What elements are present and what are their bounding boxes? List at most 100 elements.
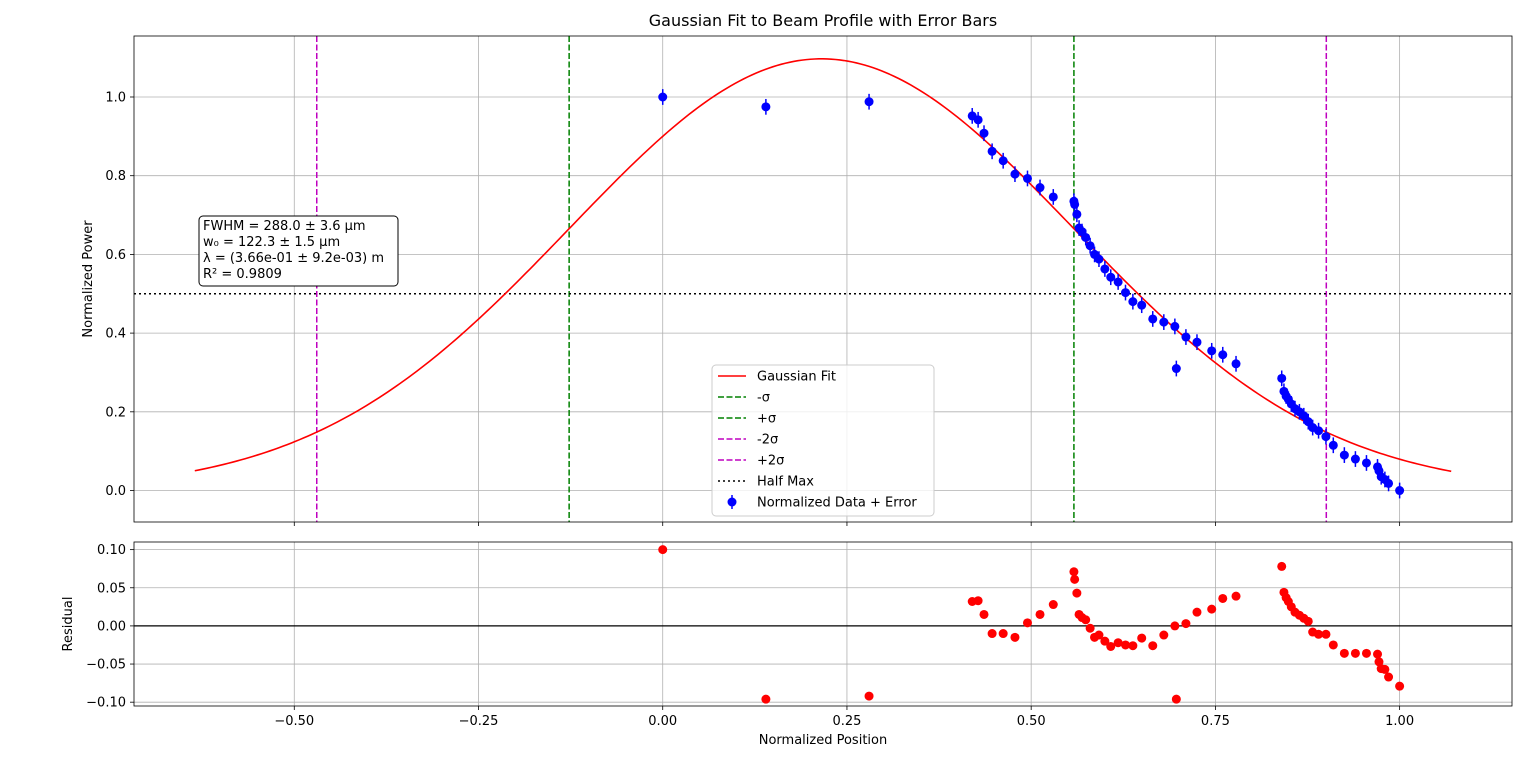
data-point — [1181, 332, 1191, 342]
data-point — [1048, 192, 1058, 202]
residual-point — [1070, 574, 1080, 584]
data-point — [864, 97, 874, 107]
residual-point — [1207, 604, 1217, 614]
residual-point — [1303, 616, 1313, 626]
data-point — [1085, 241, 1095, 251]
fit-stats-line: λ = (3.66e-01 ± 9.2e-03) m — [203, 251, 384, 266]
residual-point — [1328, 640, 1338, 650]
legend-label: -σ — [757, 391, 770, 406]
residual-point — [1192, 607, 1202, 617]
top-frame — [133, 35, 1513, 523]
bottom-panel: −0.50 −0.25 0.00 0.25 0.50 0.75 1.00 −0.10 −0.05… — [86, 541, 1513, 729]
data-point — [1159, 317, 1169, 327]
data-point — [1350, 454, 1360, 464]
residual-point — [1361, 648, 1371, 658]
data-point — [1231, 359, 1241, 369]
bottom-ytick-label: −0.05 — [86, 658, 126, 673]
residual-point — [973, 596, 983, 606]
fit-stats-box — [198, 215, 399, 287]
legend-label: Gaussian Fit — [757, 370, 836, 385]
residual-point — [1137, 633, 1147, 643]
residual-point — [1069, 567, 1079, 577]
legend-label: Half Max — [757, 475, 814, 490]
data-point — [1106, 272, 1116, 282]
data-point — [658, 92, 668, 102]
residual-point — [987, 629, 997, 639]
data-point — [987, 146, 997, 156]
residual-point — [1100, 636, 1110, 646]
residual-point — [1314, 629, 1324, 639]
residual-point — [1022, 618, 1032, 628]
residual-point — [1171, 694, 1181, 704]
residual-point — [1148, 641, 1158, 651]
residual-point — [979, 609, 989, 619]
bottom-ytick-label: −0.10 — [86, 696, 126, 711]
data-point — [1361, 458, 1371, 468]
data-point — [1218, 350, 1228, 360]
data-point — [1137, 300, 1147, 310]
data-point — [1328, 440, 1338, 450]
legend-label: +2σ — [757, 454, 784, 469]
x-tick-label: 0.00 — [648, 714, 677, 729]
residual-point — [1128, 641, 1138, 651]
data-point — [1120, 288, 1130, 298]
data-point — [1171, 364, 1181, 374]
data-point — [1207, 346, 1217, 356]
data-point — [973, 115, 983, 125]
data-point — [1128, 297, 1138, 307]
residual-point — [1395, 681, 1405, 691]
x-tick-label: −0.50 — [274, 714, 314, 729]
residual-point — [1277, 561, 1287, 571]
data-point — [1081, 232, 1091, 242]
x-tick-label: 0.50 — [1017, 714, 1046, 729]
residual-point — [1374, 657, 1384, 667]
data-point — [761, 102, 771, 112]
residual-point — [1321, 629, 1331, 639]
residual-point — [1218, 593, 1228, 603]
top-ytick-label: 0.2 — [105, 405, 126, 420]
residual-point — [1339, 648, 1349, 658]
data-point — [1070, 199, 1080, 209]
bottom-ytick-label: 0.00 — [97, 619, 126, 634]
residual-point — [1010, 632, 1020, 642]
data-point — [1339, 450, 1349, 460]
data-point — [1314, 426, 1324, 436]
residual-point — [864, 691, 874, 701]
residual-point — [1035, 609, 1045, 619]
top-panel: 0.0 0.2 0.4 0.6 0.8 1.0 FWHM = 288.0 ± 3.6 µmw… — [105, 35, 1513, 526]
residual-point — [1085, 623, 1095, 633]
residual-point — [658, 545, 668, 555]
data-point — [1010, 169, 1020, 179]
top-ytick-label: 0.4 — [105, 327, 126, 342]
x-tick-label: −0.25 — [459, 714, 499, 729]
bottom-ytick-label: 0.05 — [97, 581, 126, 596]
data-point — [1072, 209, 1082, 219]
data-point — [1035, 183, 1045, 193]
fit-stats-line: w₀ = 122.3 ± 1.5 µm — [203, 235, 340, 250]
top-ytick-label: 0.8 — [105, 169, 126, 184]
fit-stats-line: R² = 0.9809 — [203, 267, 282, 282]
data-point — [1148, 314, 1158, 324]
residual-point — [1094, 630, 1104, 640]
data-point — [1113, 277, 1123, 287]
legend-label: -2σ — [757, 433, 778, 448]
data-point — [1395, 486, 1405, 496]
residual-point — [1072, 588, 1082, 598]
residual-point — [1181, 619, 1191, 629]
legend-label: +σ — [757, 412, 776, 427]
legend-box — [711, 364, 935, 517]
data-point — [979, 128, 989, 138]
residual-point — [1159, 630, 1169, 640]
data-point — [1384, 478, 1394, 488]
gaussian-fit-line — [194, 58, 1452, 473]
data-point — [1277, 373, 1287, 383]
x-tick-label: 0.75 — [1201, 714, 1230, 729]
residual-point — [1231, 591, 1241, 601]
x-axis-label: Normalized Position — [759, 733, 887, 748]
residual-point — [1106, 642, 1116, 652]
fit-stats-line: FWHM = 288.0 ± 3.6 µm — [203, 219, 366, 234]
residual-point — [1048, 600, 1058, 610]
top-ytick-label: 0.6 — [105, 248, 126, 263]
chart-title: Gaussian Fit to Beam Profile with Error … — [649, 11, 997, 30]
